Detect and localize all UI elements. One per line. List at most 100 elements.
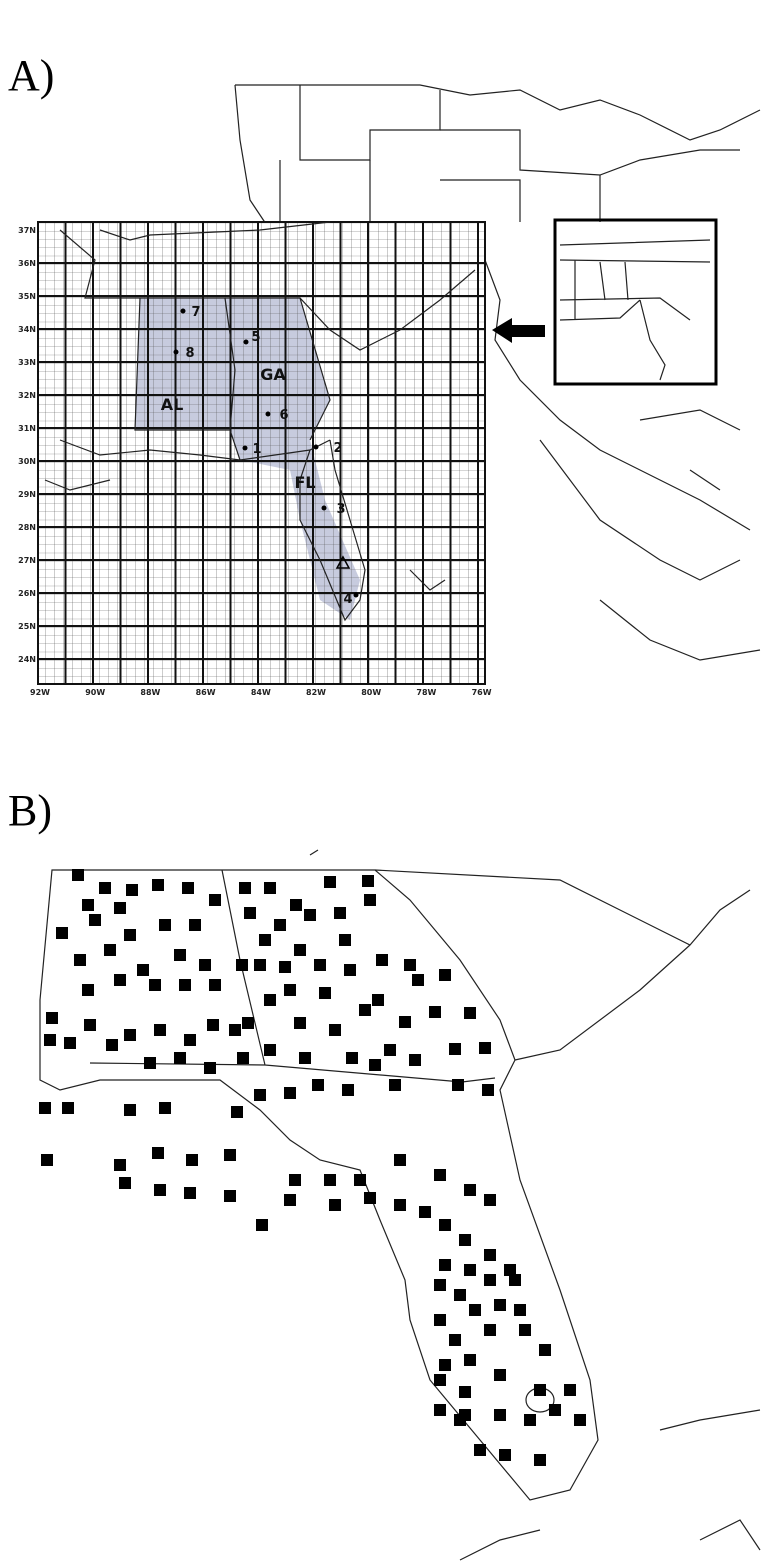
station-square [299, 1052, 311, 1064]
station-square [439, 969, 451, 981]
station-square [209, 979, 221, 991]
station-square [264, 1044, 276, 1056]
station-square [439, 1359, 451, 1371]
station-square [454, 1414, 466, 1426]
station-square [144, 1057, 156, 1069]
station-square [152, 1147, 164, 1159]
lat-label: 25N [18, 622, 36, 631]
station-square [259, 934, 271, 946]
lon-label: 90W [85, 688, 105, 697]
station-square [399, 1016, 411, 1028]
station-square [174, 949, 186, 961]
station-square [126, 884, 138, 896]
station-square [464, 1184, 476, 1196]
station-square [254, 959, 266, 971]
station-square [574, 1414, 586, 1426]
station-square [534, 1454, 546, 1466]
lon-label: 88W [140, 688, 160, 697]
station-label: 3 [336, 502, 345, 517]
lat-label: 31N [18, 424, 36, 433]
station-square [514, 1304, 526, 1316]
station-dot [265, 411, 271, 417]
station-square [114, 974, 126, 986]
station-square [149, 979, 161, 991]
panel-label: B) [8, 786, 52, 835]
panel-label: A) [8, 51, 54, 100]
station-square [539, 1344, 551, 1356]
station-square [519, 1324, 531, 1336]
station-square [154, 1024, 166, 1036]
lat-label: 29N [18, 490, 36, 499]
station-square [479, 1042, 491, 1054]
station-square [484, 1194, 496, 1206]
station-square [99, 882, 111, 894]
station-square [314, 959, 326, 971]
station-square [339, 934, 351, 946]
station-square [449, 1334, 461, 1346]
station-square [534, 1384, 546, 1396]
southeast-map [39, 849, 761, 1561]
station-square [189, 919, 201, 931]
station-square [394, 1154, 406, 1166]
station-square [184, 1187, 196, 1199]
station-square [224, 1149, 236, 1161]
station-square [74, 954, 86, 966]
station-dot [243, 339, 249, 345]
station-square [419, 1206, 431, 1218]
lon-label: 80W [361, 688, 381, 697]
station-square [324, 1174, 336, 1186]
lat-label: 30N [18, 457, 36, 466]
station-square [474, 1444, 486, 1456]
station-label: 7 [191, 305, 200, 320]
station-square [372, 994, 384, 1006]
station-square [482, 1084, 494, 1096]
station-square [62, 1102, 74, 1114]
station-square [82, 984, 94, 996]
station-dot [180, 308, 186, 314]
station-square [179, 979, 191, 991]
station-square [39, 1102, 51, 1114]
lat-label: 34N [18, 325, 36, 334]
station-square [354, 1174, 366, 1186]
lat-label: 33N [18, 358, 36, 367]
station-square [41, 1154, 53, 1166]
station-square [464, 1007, 476, 1019]
station-square [494, 1409, 506, 1421]
station-square [549, 1404, 561, 1416]
station-label: 8 [185, 346, 194, 361]
lat-label: 36N [18, 259, 36, 268]
station-square [114, 1159, 126, 1171]
station-square [236, 959, 248, 971]
station-square [289, 1174, 301, 1186]
state-label: AL [161, 395, 184, 414]
station-square [209, 894, 221, 906]
station-square [304, 909, 316, 921]
station-square [182, 882, 194, 894]
station-label: 4 [343, 592, 352, 607]
lat-label: 28N [18, 523, 36, 532]
station-square [199, 959, 211, 971]
station-square [106, 1039, 118, 1051]
station-square [494, 1369, 506, 1381]
station-square [484, 1324, 496, 1336]
lon-label: 82W [306, 688, 326, 697]
station-square [186, 1154, 198, 1166]
station-square [384, 1044, 396, 1056]
station-square [154, 1184, 166, 1196]
station-dot [313, 444, 319, 450]
lat-label: 27N [18, 556, 36, 565]
station-square [434, 1404, 446, 1416]
lat-label: 26N [18, 589, 36, 598]
station-square [104, 944, 116, 956]
station-square [334, 907, 346, 919]
stations-grid [39, 869, 586, 1466]
station-square [376, 954, 388, 966]
station-square [204, 1062, 216, 1074]
lon-label: 78W [416, 688, 436, 697]
station-square [524, 1414, 536, 1426]
station-square [264, 994, 276, 1006]
station-square [239, 882, 251, 894]
state-label: GA [260, 365, 286, 384]
station-square [124, 1104, 136, 1116]
station-square [329, 1199, 341, 1211]
